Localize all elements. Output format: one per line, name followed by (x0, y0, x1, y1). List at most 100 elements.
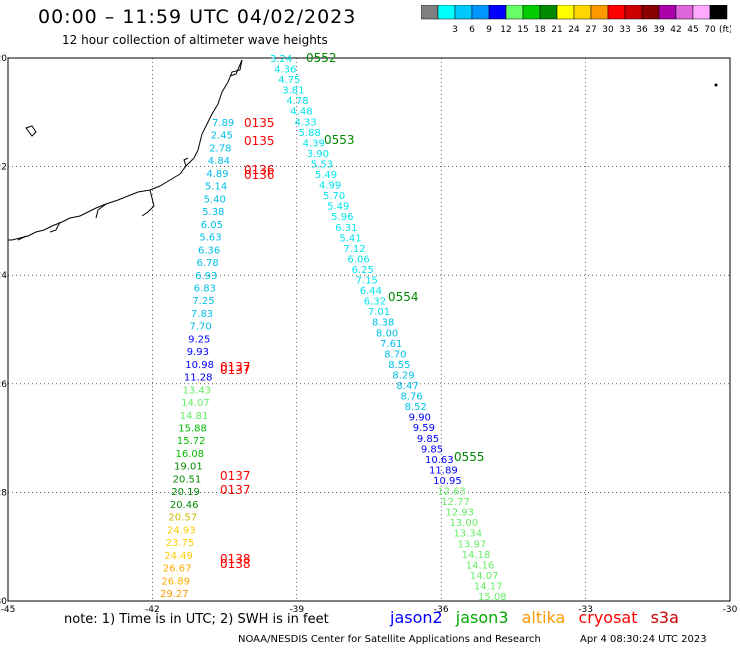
swh-value: 9.85 (417, 434, 439, 445)
legend-label: 6 (469, 25, 475, 35)
swh-value: 26.89 (161, 576, 190, 587)
swh-value: 7.25 (192, 296, 214, 307)
swh-value: 3.81 (282, 86, 304, 97)
legend-label: 9 (486, 25, 492, 35)
legend-label: 30 (602, 25, 614, 35)
island (25, 125, 37, 137)
legend-label: 3 (452, 25, 458, 35)
swh-value: 13.34 (454, 529, 483, 540)
swh-value: 14.81 (180, 411, 209, 422)
swh-value: 8.70 (384, 349, 406, 360)
page-title: 00:00 – 11:59 UTC 04/02/2023 (38, 6, 357, 28)
swh-value: 16.08 (175, 449, 204, 460)
pass-time-label: 0137 (220, 363, 251, 377)
swh-value: 11.28 (184, 373, 213, 384)
satellite-altika: altika (521, 608, 566, 627)
lon-label: -36 (434, 605, 449, 615)
pass-time-label: 0553 (324, 133, 355, 147)
legend-label: 12 (500, 25, 511, 35)
swh-value: 6.05 (201, 220, 223, 231)
swh-value: 13.43 (182, 385, 211, 396)
swh-value: 4.33 (294, 117, 316, 128)
swh-value: 19.01 (174, 462, 203, 473)
track-east: 3.244.364.753.814.784.484.335.884.393.90… (270, 51, 507, 603)
swh-value: 2.78 (209, 143, 231, 154)
swh-value: 5.88 (299, 128, 321, 139)
legend-label: 39 (653, 25, 665, 35)
swh-value: 13.97 (458, 539, 487, 550)
swh-value: 12.77 (441, 497, 470, 508)
page-subtitle: 12 hour collection of altimeter wave hei… (62, 33, 328, 47)
swh-value: 6.44 (360, 286, 382, 297)
pass-time-label: 0136 (244, 163, 275, 177)
swh-value: 13.00 (449, 518, 478, 529)
lat-label: -28 (0, 488, 7, 498)
swh-value: 4.39 (303, 138, 325, 149)
swh-value: 26.67 (163, 564, 192, 575)
swh-value: 6.93 (195, 271, 217, 282)
swh-value: 14.16 (466, 560, 495, 571)
legend-label: 36 (636, 25, 648, 35)
swh-value: 8.55 (388, 360, 410, 371)
axis-labels: -45 -42 -39 -36 -33 -30 -20 -22 -24 -26 -28 -30 (0, 54, 738, 615)
swh-value: 12.93 (445, 508, 474, 519)
pass-time-label: 0138 (220, 557, 251, 571)
legend-label: 70 (704, 25, 716, 35)
swh-value: 4.89 (206, 169, 228, 180)
lat-label: -20 (0, 54, 7, 64)
swh-value: 20.19 (171, 487, 200, 498)
legend-label: 42 (670, 25, 681, 35)
swh-value: 4.48 (290, 107, 312, 118)
swh-value: 7.12 (343, 244, 365, 255)
lat-label: -30 (0, 597, 7, 607)
satellite-legend: jason2 jason3 altika cryosat s3a (390, 608, 687, 627)
swh-value: 5.63 (199, 233, 221, 244)
legend-label: 27 (585, 25, 596, 35)
satellite-cryosat: cryosat (578, 608, 638, 627)
swh-value: 3.90 (307, 149, 329, 160)
lat-label: -26 (0, 380, 7, 390)
swh-value: 10.63 (425, 455, 454, 466)
swh-value: 15.72 (177, 436, 206, 447)
swh-value: 5.49 (327, 202, 349, 213)
swh-value: 8.52 (405, 402, 427, 413)
credit-text: NOAA/NESDIS Center for Satellite Applica… (238, 634, 541, 645)
island-dot (714, 83, 718, 87)
lon-label: -30 (723, 605, 738, 615)
swh-value: 4.84 (208, 156, 230, 167)
lon-label: -42 (145, 605, 160, 615)
swh-value: 8.76 (401, 392, 423, 403)
swh-value: 4.78 (286, 96, 308, 107)
swh-value: 10.98 (185, 360, 214, 371)
swh-value: 5.41 (339, 233, 361, 244)
swh-value: 7.61 (380, 339, 402, 350)
satellite-jason3: jason3 (455, 608, 509, 627)
swh-value: 15.08 (478, 592, 507, 603)
legend-label: 24 (568, 25, 580, 35)
swh-value: 7.70 (190, 322, 212, 333)
swh-value: 24.93 (167, 525, 196, 536)
pass-time-label: 0552 (306, 51, 337, 65)
satellite-jason2: jason2 (390, 608, 443, 627)
swh-value: 3.24 (270, 54, 292, 65)
swh-value: 5.49 (315, 170, 337, 181)
swh-value: 7.89 (212, 118, 234, 129)
lon-label: -39 (289, 605, 304, 615)
swh-value: 6.31 (335, 223, 357, 234)
swh-value: 20.57 (168, 513, 197, 524)
swh-value: 6.32 (364, 297, 386, 308)
swh-value: 7.83 (191, 309, 213, 320)
swh-value: 14.07 (181, 398, 210, 409)
swh-value: 8.29 (392, 370, 414, 381)
swh-value: 14.17 (474, 581, 503, 592)
pass-time-label: 0137 (220, 469, 251, 483)
pass-time-label: 0554 (388, 290, 419, 304)
map-frame (7, 57, 731, 602)
footer-note: note: 1) Time is in UTC; 2) SWH is in fe… (64, 612, 329, 627)
legend-label: 15 (517, 25, 528, 35)
swh-value: 9.93 (187, 347, 209, 358)
lat-label: -22 (0, 163, 7, 173)
swh-value: 6.06 (347, 254, 369, 265)
lon-label: -45 (1, 605, 16, 615)
